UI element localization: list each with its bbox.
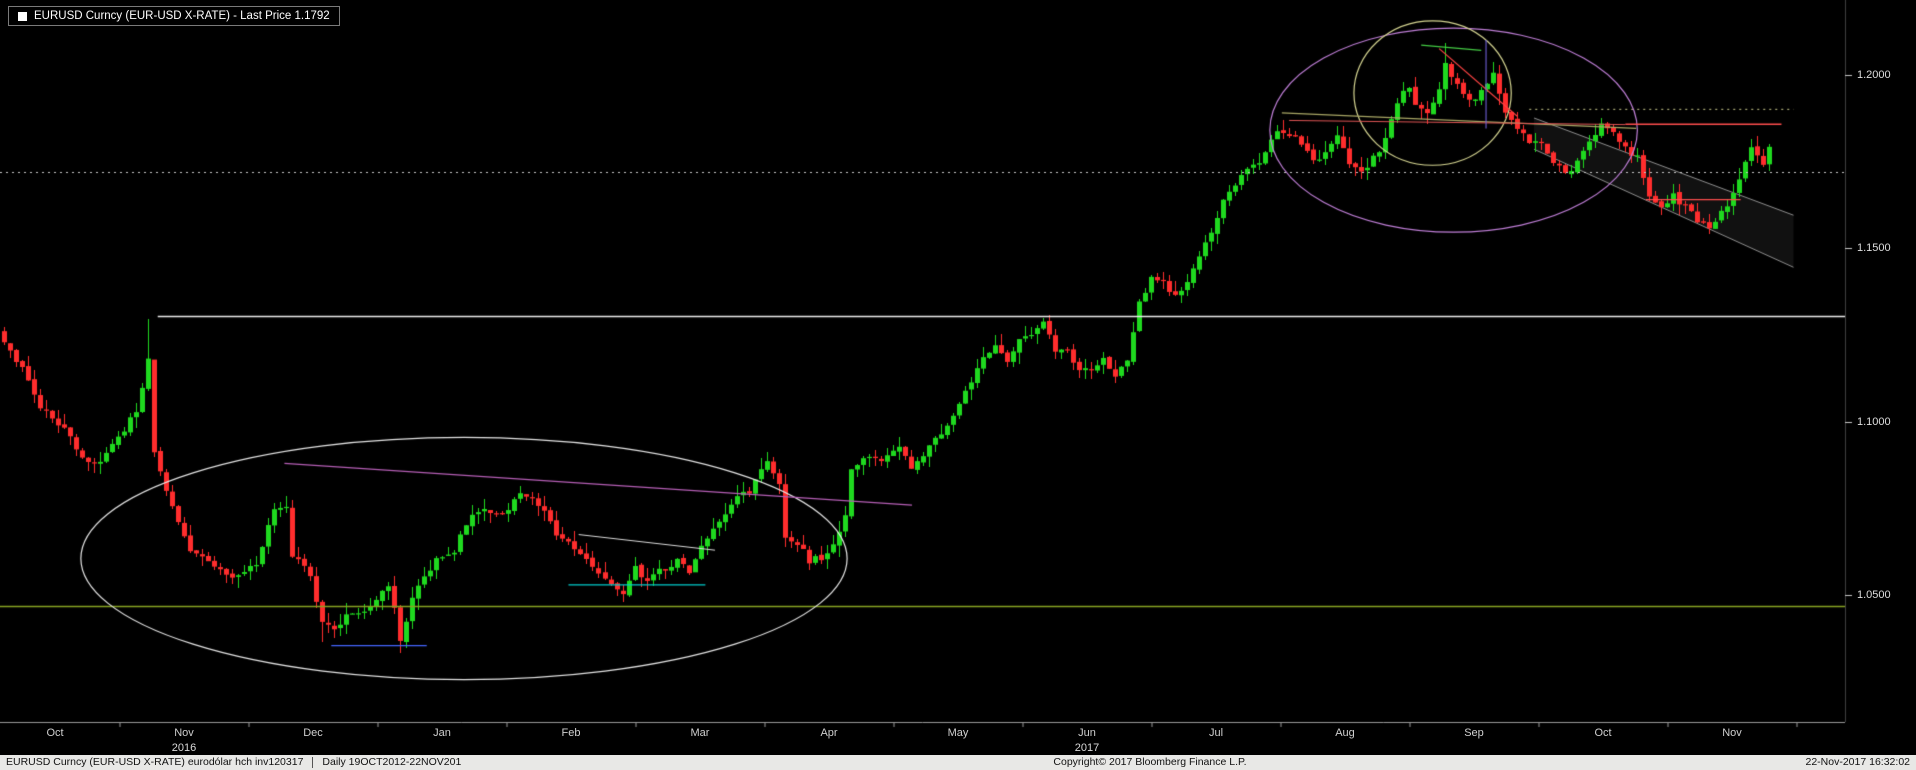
month-label: Sep (1464, 727, 1484, 739)
month-label: Nov (1722, 727, 1742, 739)
month-label: Jan (433, 727, 451, 739)
month-label: Mar (690, 727, 710, 739)
y-axis-label: 1.1500 (1857, 242, 1891, 255)
month-label: Jul (1208, 727, 1224, 739)
status-copyright: Copyright© 2017 Bloomberg Finance L.P. (1053, 756, 1247, 768)
status-divider (312, 757, 314, 768)
status-bar: EURUSD Curncy (EUR-USD X-RATE) eurodólar… (0, 755, 1916, 770)
month-label: Jun (1078, 727, 1096, 739)
y-axis-label: 1.1000 (1857, 415, 1891, 428)
month-label: Dec (303, 727, 323, 739)
month-label: Aug (1335, 727, 1355, 739)
month-label: Apr (820, 727, 838, 739)
status-security-text: EURUSD Curncy (EUR-USD X-RATE) eurodólar… (6, 756, 304, 768)
legend-chip[interactable]: EURUSD Curncy (EUR-USD X-RATE) - Last Pr… (8, 6, 340, 26)
month-label: Oct (46, 727, 64, 739)
year-label: 2017 (1074, 742, 1100, 754)
y-axis-label: 1.2000 (1857, 68, 1891, 81)
month-label: Feb (561, 727, 581, 739)
month-label: May (947, 727, 969, 739)
y-axis-label: 1.0500 (1857, 589, 1891, 602)
year-label: 2016 (171, 742, 197, 754)
series-marker-icon (18, 11, 27, 21)
status-range-text: Daily 19OCT2012-22NOV201 (322, 756, 462, 768)
status-left: EURUSD Curncy (EUR-USD X-RATE) eurodólar… (6, 755, 461, 770)
legend-text: EURUSD Curncy (EUR-USD X-RATE) - Last Pr… (34, 10, 330, 22)
status-datetime: 22-Nov-2017 16:32:02 (1805, 756, 1911, 768)
month-label: Oct (1594, 727, 1612, 739)
month-label: Nov (174, 727, 194, 739)
